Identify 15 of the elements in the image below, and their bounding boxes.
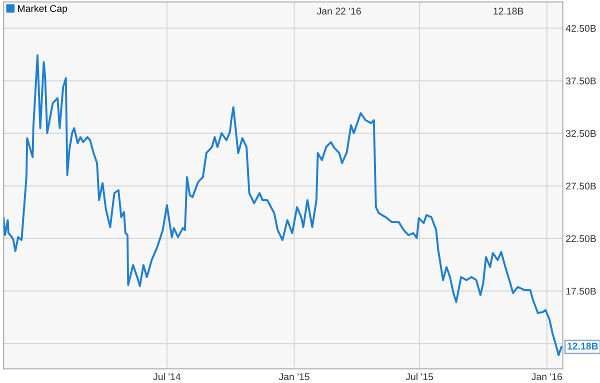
x-tick-label: Jul '14 [153, 372, 181, 380]
x-tick-label: Jan '16 [532, 373, 562, 380]
y-tick-label: 32.50B [566, 130, 596, 137]
y-tick-label: 17.50B [566, 288, 596, 295]
annotation: Jan 22 '16 [316, 8, 361, 15]
line-series [4, 54, 562, 356]
x-tick-label: Jan '15 [278, 373, 310, 380]
annotation: 12.18B [568, 342, 598, 350]
y-tick-label: 27.50B [566, 182, 596, 190]
x-tick-label: Jul '15 [406, 372, 434, 380]
legend-label: Market Cap [18, 4, 68, 14]
y-tick-label: 22.50B [566, 235, 596, 242]
y-tick-label: 42.50B [566, 24, 596, 32]
y-tick-label: 37.50B [566, 78, 596, 84]
annotation: 12.18B [494, 8, 524, 15]
